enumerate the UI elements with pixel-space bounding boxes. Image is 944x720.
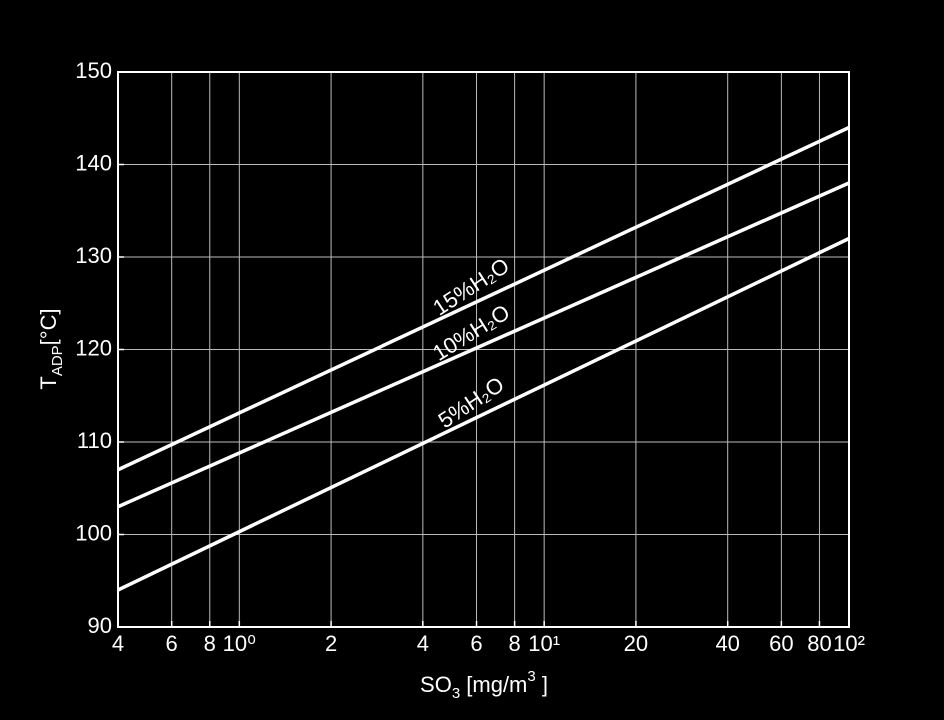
x-axis-label-part: 3 — [452, 685, 460, 702]
x-axis-label-part: 3 — [527, 668, 535, 685]
plot-frame — [117, 71, 850, 628]
series-line — [117, 125, 850, 472]
y-tick-label: 110 — [77, 428, 112, 453]
x-tick-label: 8 — [508, 631, 520, 656]
x-axis-label-part: SO — [420, 672, 452, 697]
x-tick-label: 20 — [624, 631, 648, 656]
x-tick-label: 6 — [166, 631, 178, 656]
series-line — [117, 181, 850, 509]
x-tick-label: 4 — [112, 631, 124, 656]
y-tick-label: 100 — [75, 520, 112, 545]
x-axis-label-part: [mg/m — [460, 672, 527, 697]
series-line — [117, 236, 850, 592]
x-tick-label: 4 — [417, 631, 429, 656]
x-tick-label: 8 — [204, 631, 216, 656]
y-tick-label: 150 — [75, 58, 112, 83]
x-tick-label: 2 — [325, 631, 337, 656]
x-tick-label: 60 — [769, 631, 793, 656]
y-tick-label: 90 — [88, 613, 112, 638]
x-axis-label-part: ] — [536, 672, 548, 697]
y-tick-label: 120 — [75, 335, 112, 360]
x-axis-label: SO3 [mg/m3 ] — [420, 668, 548, 702]
y-axis-label: TADP[°C] — [36, 308, 67, 389]
y-axis-label-part: [°C] — [36, 308, 61, 345]
x-tick-label: 6 — [470, 631, 482, 656]
x-tick-label: 80 — [807, 631, 831, 656]
x-tick-label: 10¹ — [528, 631, 560, 656]
y-tick-label: 140 — [75, 150, 112, 175]
y-tick-label: 130 — [75, 243, 112, 268]
x-tick-label: 40 — [715, 631, 739, 656]
x-tick-label: 10⁰ — [223, 631, 256, 656]
x-tick-label: 10² — [833, 631, 865, 656]
y-axis-label-part: T — [36, 376, 61, 389]
y-axis-label-part: ADP — [49, 345, 66, 376]
